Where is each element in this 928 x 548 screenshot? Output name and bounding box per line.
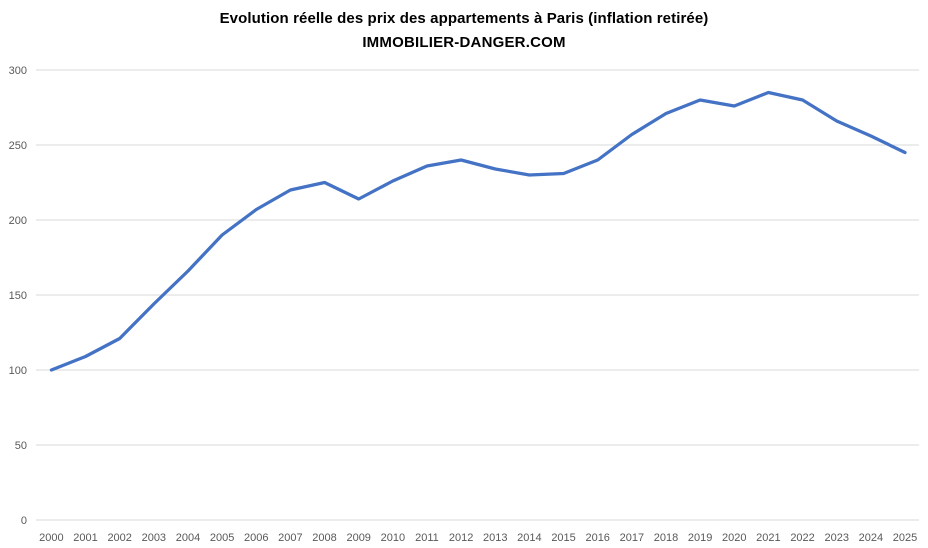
x-axis-tick-label: 2024 [859, 532, 883, 544]
x-axis-tick-label: 2008 [312, 532, 336, 544]
x-axis-tick-label: 2022 [790, 532, 814, 544]
x-axis-tick-label: 2018 [654, 532, 678, 544]
y-axis-tick-label: 50 [15, 440, 27, 452]
x-axis-tick-label: 2019 [688, 532, 712, 544]
x-axis-tick-label: 2006 [244, 532, 268, 544]
y-axis-tick-label: 100 [9, 365, 27, 377]
x-axis-tick-label: 2025 [893, 532, 917, 544]
y-axis-tick-label: 150 [9, 290, 27, 302]
x-axis-tick-label: 2013 [483, 532, 507, 544]
x-axis-tick-label: 2001 [73, 532, 97, 544]
x-axis-tick-label: 2002 [107, 532, 131, 544]
x-axis-tick-label: 2023 [824, 532, 848, 544]
y-axis-tick-label: 0 [21, 515, 27, 527]
x-axis-tick-label: 2017 [620, 532, 644, 544]
price-line [49, 90, 907, 372]
x-axis-tick-label: 2003 [142, 532, 166, 544]
x-axis-tick-label: 2004 [176, 532, 200, 544]
x-axis-tick-label: 2000 [39, 532, 63, 544]
x-axis-tick-label: 2020 [722, 532, 746, 544]
x-axis-tick-label: 2021 [756, 532, 780, 544]
x-axis-tick-label: 2016 [585, 532, 609, 544]
y-axis-tick-label: 250 [9, 140, 27, 152]
x-axis-tick-label: 2011 [415, 532, 439, 544]
y-axis-tick-label: 300 [9, 65, 27, 77]
x-axis-tick-label: 2012 [449, 532, 473, 544]
x-axis-tick-label: 2009 [346, 532, 370, 544]
x-axis-tick-label: 2014 [517, 532, 541, 544]
x-axis-tick-label: 2010 [381, 532, 405, 544]
x-axis-tick-label: 2005 [210, 532, 234, 544]
y-axis-tick-label: 200 [9, 215, 27, 227]
x-axis-tick-label: 2015 [551, 532, 575, 544]
x-axis-tick-label: 2007 [278, 532, 302, 544]
